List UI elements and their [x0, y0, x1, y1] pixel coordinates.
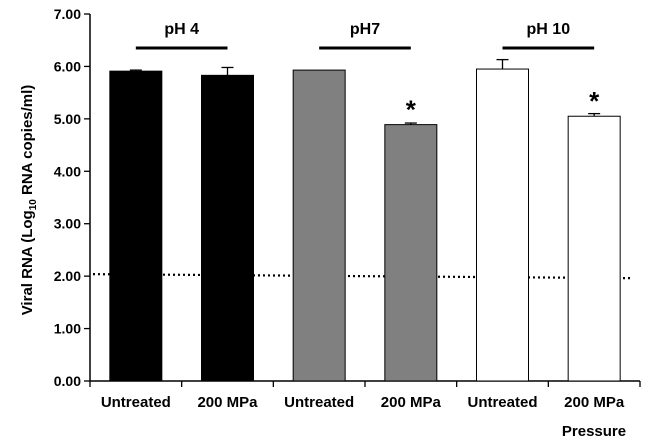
y-tick-label: 1.00: [54, 321, 81, 337]
bar: [201, 74, 254, 382]
x-tick-label: Untreated: [101, 394, 171, 411]
group-label: pH7: [350, 21, 380, 38]
significance-marker: *: [406, 95, 417, 125]
x-tick-label: Untreated: [467, 394, 537, 411]
group-label: pH 4: [164, 21, 199, 38]
y-tick-label: 6.00: [54, 58, 81, 74]
group-label: pH 10: [527, 21, 571, 38]
bar: [384, 124, 438, 382]
y-tick-label: 5.00: [54, 111, 81, 127]
y-tick-label: 2.00: [54, 268, 81, 284]
y-tick-label: 4.00: [54, 163, 81, 179]
x-axis-label: Pressure: [562, 423, 626, 440]
y-axis-title: Viral RNA (Log10 RNA copies/ml): [19, 85, 39, 316]
y-tick-label: 0.00: [54, 373, 81, 389]
x-tick-label: 200 MPa: [381, 394, 442, 411]
x-tick-label: Untreated: [284, 394, 354, 411]
significance-marker: *: [589, 86, 600, 116]
bar: [292, 69, 346, 382]
bar: [476, 68, 529, 382]
y-axis-label: Viral RNA (Log10 RNA copies/ml): [19, 85, 39, 316]
bar: [109, 70, 163, 382]
x-tick-label: 200 MPa: [197, 394, 258, 411]
reference-line: [92, 273, 631, 280]
y-tick-label: 3.00: [54, 216, 81, 232]
y-tick-label: 7.00: [54, 6, 81, 22]
x-tick-label: 200 MPa: [564, 394, 625, 411]
bar: [567, 115, 621, 382]
